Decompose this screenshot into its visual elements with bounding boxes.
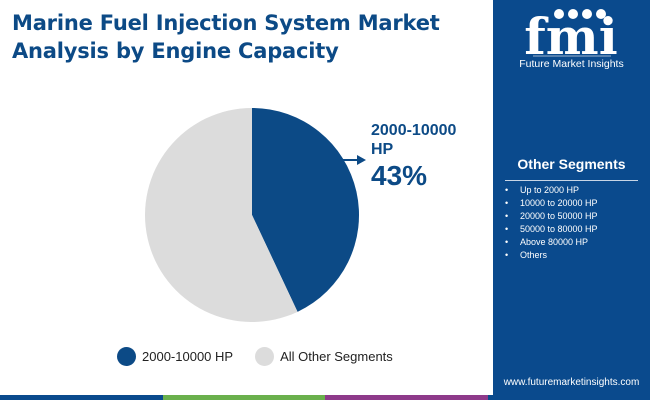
chart-title-line-1: Marine Fuel Injection System Market (12, 11, 440, 35)
callout-arrow (343, 155, 366, 165)
logo-icon-dot (596, 9, 606, 19)
segment-item: Up to 2000 HP (503, 184, 598, 197)
accent-segment (325, 395, 488, 400)
legend-label-highlight: 2000-10000 HP (142, 349, 234, 364)
chart-legend: 2000-10000 HP All Other Segments (117, 347, 415, 366)
other-segments-title: Other Segments (517, 156, 626, 172)
footer-accent-bar (0, 395, 650, 400)
pie-slice-others (145, 108, 298, 322)
legend-swatch-highlight (117, 347, 136, 366)
legend-item-highlight: 2000-10000 HP (117, 347, 233, 366)
other-segments-list: Up to 2000 HP 10000 to 20000 HP 20000 to… (503, 184, 598, 262)
segment-item: 10000 to 20000 HP (503, 197, 598, 210)
website-url[interactable]: www.futuremarketinsights.com (503, 377, 640, 388)
legend-label-others: All Other Segments (280, 349, 393, 364)
logo-icon-dot (568, 9, 578, 19)
logo-icon-dot (554, 9, 564, 19)
chart-title-line-2: Analysis by Engine Capacity (12, 39, 339, 63)
chart-title: Marine Fuel Injection System Market Anal… (12, 9, 482, 65)
segment-item: 20000 to 50000 HP (503, 210, 598, 223)
accent-segment (487, 395, 650, 400)
accent-segment (0, 395, 163, 400)
sidebar-panel: fmi Future Market Insights Other Segment… (493, 0, 650, 400)
segment-item: Others (503, 249, 598, 262)
logo-caption: Future Market Insights (519, 58, 624, 70)
pie-chart (145, 108, 366, 322)
legend-swatch-others (255, 347, 275, 366)
fmi-logo: fmi (524, 7, 617, 66)
legend-item-others: All Other Segments (255, 347, 393, 366)
logo-icon-dot (582, 9, 592, 19)
other-segments-divider (505, 180, 638, 181)
pie-slices (145, 108, 360, 322)
segment-item: 50000 to 80000 HP (503, 223, 598, 236)
slice-callout: 2000-10000 HP 43% (371, 121, 481, 192)
callout-percentage-label: 43% (371, 160, 428, 191)
callout-category-label: 2000-10000 HP (371, 122, 457, 158)
segment-item: Above 80000 HP (503, 236, 598, 249)
pie-slice-highlight (252, 108, 360, 312)
accent-segment (162, 395, 325, 400)
